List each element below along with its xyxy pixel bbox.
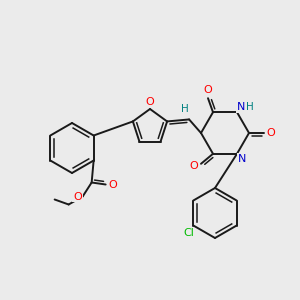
Text: H: H xyxy=(181,104,189,114)
Text: Cl: Cl xyxy=(183,229,194,238)
Text: O: O xyxy=(146,97,154,107)
Text: O: O xyxy=(73,191,82,202)
Text: H: H xyxy=(246,102,254,112)
Text: O: O xyxy=(190,161,198,171)
Text: O: O xyxy=(108,179,117,190)
Text: O: O xyxy=(204,85,212,95)
Text: N: N xyxy=(237,102,245,112)
Text: O: O xyxy=(267,128,275,138)
Text: N: N xyxy=(238,154,246,164)
